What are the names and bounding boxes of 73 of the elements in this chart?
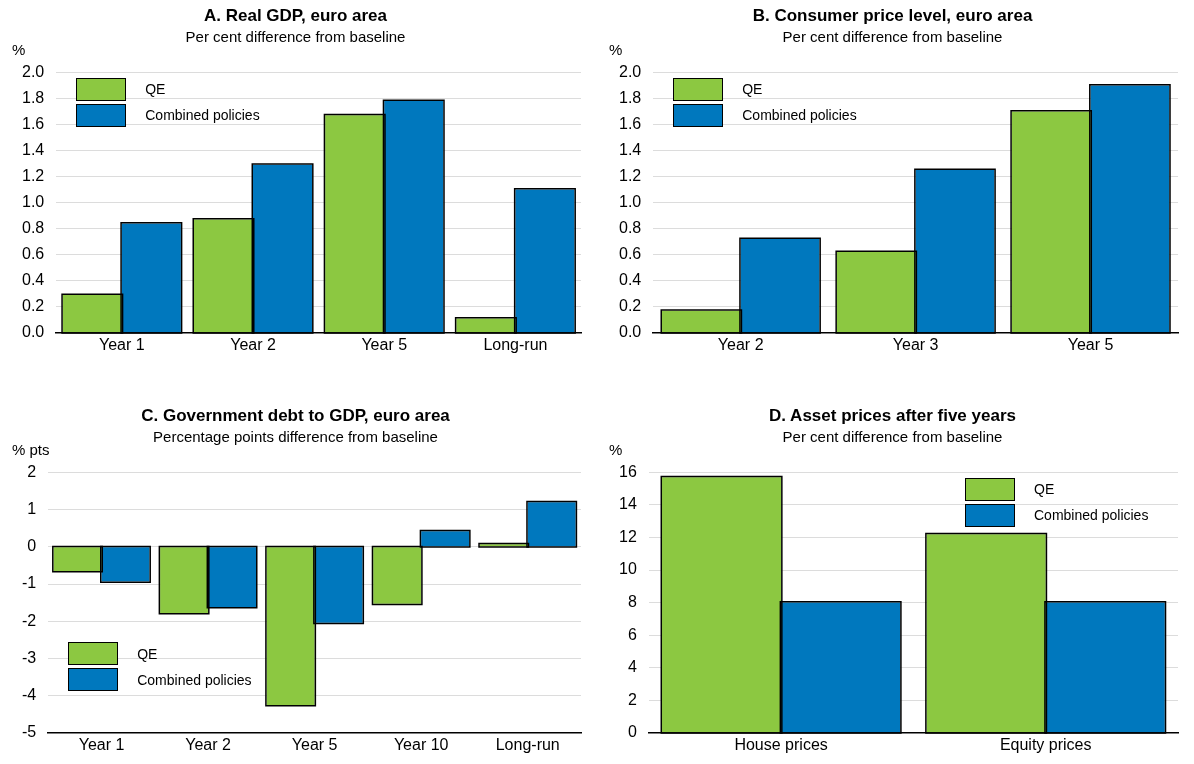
x-tick-label: Year 2 [230, 335, 276, 353]
y-tick-label: 8 [627, 593, 637, 611]
legend-label: Combined policies [145, 107, 260, 124]
y-tick-label: 2.0 [618, 62, 642, 80]
legend-label: Combined policies [742, 107, 857, 124]
y-tick-label: 0.2 [21, 297, 45, 315]
y-tick-label: 0.0 [618, 323, 642, 341]
x-tick-label: Long-run [495, 735, 560, 753]
y-tick-label: 0 [27, 537, 37, 555]
y-tick-label: 12 [619, 527, 637, 545]
x-tick-label: Year 10 [393, 735, 449, 753]
y-tick-label: 0 [627, 723, 637, 741]
x-tick-label: Year 1 [78, 735, 125, 753]
y-tick-label: 0.6 [21, 245, 45, 263]
y-tick-label: 0.4 [21, 271, 45, 289]
y-tick-label: -3 [21, 648, 37, 666]
y-axis-title: % [609, 41, 623, 59]
y-tick-label: 1.4 [618, 140, 642, 158]
y-tick-label: 0.4 [618, 271, 642, 289]
chart-subtitle: Per cent difference from baseline [782, 427, 1003, 445]
x-tick-label: Long-run [483, 335, 548, 353]
chart-subtitle: Per cent difference from baseline [185, 27, 406, 45]
y-tick-label: 2 [627, 690, 637, 708]
x-tick-label: Year 3 [892, 335, 939, 353]
y-tick-label: 14 [619, 495, 637, 513]
x-tick-label: Year 2 [185, 735, 231, 753]
y-tick-label: 16 [619, 462, 637, 480]
y-axis-title: % pts [12, 441, 50, 459]
chart-subtitle: Percentage points difference from baseline [153, 427, 438, 445]
legend-label: QE [1034, 481, 1055, 498]
y-tick-label: 1.0 [618, 193, 642, 211]
y-tick-label: 0.8 [21, 219, 45, 237]
legend-label: QE [742, 81, 763, 98]
y-axis-title: % [609, 441, 623, 459]
y-axis-title: % [12, 41, 26, 59]
y-tick-label: -5 [21, 723, 37, 741]
y-tick-label: 6 [627, 625, 637, 643]
y-tick-label: 1.2 [21, 166, 45, 184]
y-tick-label: 2.0 [21, 62, 45, 80]
y-tick-label: -1 [21, 574, 37, 592]
y-tick-label: 0.6 [618, 245, 642, 263]
legend-label: Combined policies [137, 671, 252, 688]
y-tick-label: 1.6 [618, 114, 642, 132]
y-tick-label: 0.0 [21, 323, 45, 341]
y-tick-label: 1.0 [21, 193, 45, 211]
legend-label: Combined policies [1034, 507, 1149, 524]
x-tick-label: Year 2 [717, 335, 764, 353]
x-tick-label: Equity prices [999, 735, 1092, 753]
y-tick-label: -2 [21, 611, 37, 629]
y-tick-label: 1.8 [21, 88, 45, 106]
x-tick-label: Year 5 [361, 335, 408, 353]
x-tick-label: House prices [734, 735, 828, 753]
y-tick-label: 2 [27, 462, 37, 480]
x-tick-label: Year 5 [291, 735, 338, 753]
x-tick-label: Year 5 [1067, 335, 1114, 353]
y-tick-label: 1.2 [618, 166, 642, 184]
y-tick-label: 10 [619, 560, 637, 578]
y-tick-label: 1.6 [21, 114, 45, 132]
legend-label: QE [137, 645, 158, 662]
y-tick-label: 1.8 [618, 88, 642, 106]
chart-title: C. Government debt to GDP, euro area [141, 405, 451, 425]
y-tick-label: 0.8 [618, 219, 642, 237]
y-tick-label: 1.4 [21, 140, 45, 158]
chart-subtitle: Per cent difference from baseline [782, 27, 1003, 45]
chart-title: A. Real GDP, euro area [204, 5, 388, 25]
chart-title: B. Consumer price level, euro area [752, 5, 1033, 25]
y-tick-label: -4 [21, 686, 37, 704]
y-tick-label: 4 [627, 658, 637, 676]
y-tick-label: 0.2 [618, 297, 642, 315]
x-tick-label: Year 1 [99, 335, 145, 353]
chart-title: D. Asset prices after five years [769, 405, 1016, 425]
legend-label: QE [145, 81, 166, 98]
y-tick-label: 1 [27, 500, 37, 518]
